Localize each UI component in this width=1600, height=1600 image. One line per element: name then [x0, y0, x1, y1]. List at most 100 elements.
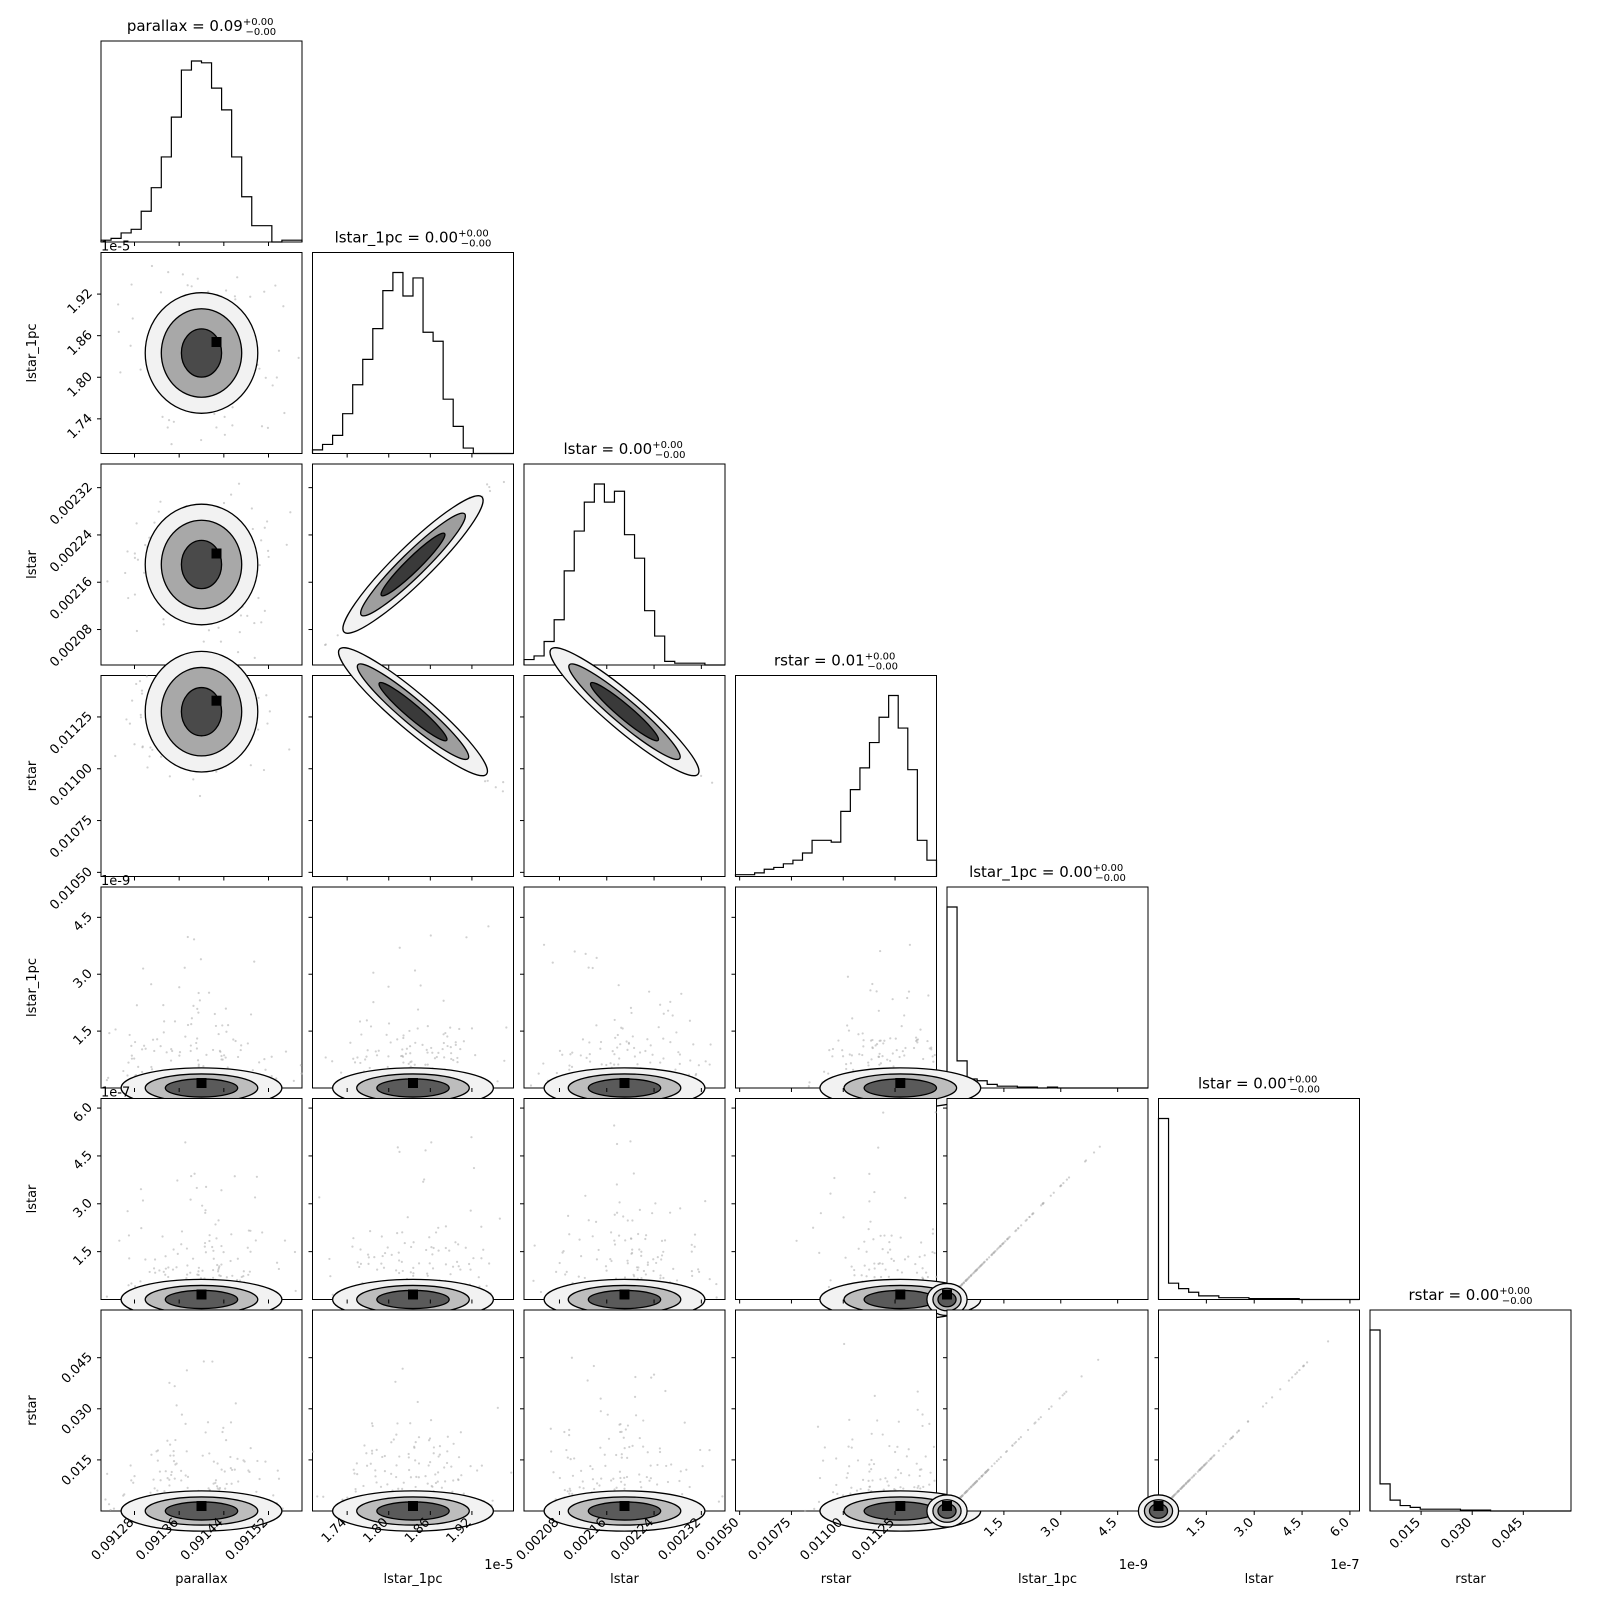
scatter-point [462, 1492, 465, 1495]
scatter-point [692, 1043, 695, 1046]
scatter-point [277, 1267, 280, 1271]
scatter-point [224, 1438, 228, 1442]
scatter-point [414, 1440, 417, 1444]
density-peak [895, 1078, 906, 1088]
density-contour [180, 686, 223, 737]
scatter-point [488, 489, 492, 493]
diag-panel-1: lstar_1pc = 0.00+0.00 −0.00 [311, 229, 514, 458]
scatter-point [352, 1057, 355, 1060]
scatter-point [907, 990, 911, 993]
scatter-point [371, 1424, 374, 1428]
scatter-point [915, 1271, 919, 1274]
scatter-point [875, 1042, 879, 1046]
scatter-point [1279, 1388, 1282, 1391]
scatter-point [376, 1268, 379, 1271]
scatter-point [847, 1029, 851, 1032]
scatter-point [613, 1213, 616, 1216]
scatter-point [877, 1146, 880, 1149]
scatter-point [919, 1028, 922, 1031]
scatter-point [853, 1274, 856, 1277]
scatter-point [171, 1049, 174, 1053]
scatter-point [186, 1023, 190, 1027]
scatter-point [813, 1507, 816, 1510]
scatter-point [133, 593, 137, 596]
scatter-point [283, 1239, 287, 1242]
scatter-point [882, 1042, 885, 1045]
scatter-point [1013, 1442, 1016, 1445]
scatter-point [133, 743, 136, 746]
scatter-point [166, 426, 169, 429]
scatter-point [401, 1048, 404, 1051]
scatter-point [130, 1044, 133, 1047]
scatter-point [848, 1465, 851, 1468]
scatter-point [438, 1453, 441, 1456]
scatter-point [196, 1273, 199, 1276]
scatter-point [897, 1468, 900, 1471]
scatter-point [1326, 1340, 1330, 1343]
histogram-line [734, 694, 938, 877]
scatter-point [159, 1479, 162, 1482]
scatter-point [214, 1479, 218, 1482]
scatter-point [164, 1470, 167, 1473]
scatter-point [236, 1055, 240, 1059]
scatter-point [459, 1047, 462, 1051]
scatter-point [178, 1051, 182, 1054]
scatter-point [419, 984, 422, 987]
scatter-point [932, 1445, 936, 1449]
scatter-point [223, 1470, 226, 1473]
scatter-point [365, 1464, 369, 1467]
scatter-point [1011, 1444, 1014, 1447]
scatter-point [882, 1488, 885, 1491]
scatter-point [341, 1498, 344, 1501]
scatter-point [201, 1204, 204, 1207]
scatter-point [990, 1254, 993, 1257]
scatter-point [424, 1149, 427, 1152]
scatter-point [412, 1274, 415, 1277]
scatter-point [212, 1249, 215, 1252]
scatter-point [633, 1395, 637, 1398]
scatter-point [374, 1050, 377, 1053]
scatter-point [611, 1050, 614, 1053]
scatter-point [375, 1481, 378, 1484]
scatter-point [446, 1450, 449, 1453]
scatter-point [141, 1199, 145, 1202]
scatter-point [133, 1057, 136, 1060]
scatter-point [390, 1253, 393, 1256]
scatter-point [933, 1053, 936, 1057]
scatter-point [823, 1070, 826, 1073]
scatter-point [386, 1246, 389, 1249]
scatter-point [159, 291, 163, 294]
x-tick-label: 1.5 [981, 1515, 1006, 1540]
scatter-point [153, 1258, 157, 1261]
scatter-point [867, 1061, 870, 1064]
scatter-point [401, 1231, 404, 1234]
scatter-point [873, 1394, 876, 1397]
scatter-point [501, 790, 504, 793]
scatter-point [133, 1040, 137, 1044]
scatter-point [437, 1051, 440, 1054]
scatter-point [933, 1479, 936, 1482]
scatter-point [1213, 1454, 1216, 1457]
scatter-point [434, 1231, 438, 1234]
scatter-point [225, 1030, 228, 1033]
panel-1-0 [97, 252, 303, 458]
scatter-point [570, 1065, 574, 1068]
x-axis-label: lstar [1245, 1572, 1274, 1587]
scatter-point [414, 1485, 417, 1489]
scatter-point [215, 1485, 219, 1488]
scatter-point [270, 1074, 273, 1078]
scatter-point [982, 1473, 985, 1476]
x-axis-label: parallax [175, 1572, 228, 1587]
scatter-point [382, 1266, 386, 1269]
scatter-point [890, 1234, 893, 1237]
scatter-point [1014, 1230, 1017, 1233]
scatter-point [402, 1034, 405, 1037]
scatter-point [409, 1476, 413, 1479]
scatter-point [253, 656, 256, 659]
scatter-point [906, 996, 909, 1000]
scatter-point [1020, 1224, 1023, 1227]
scatter-point [114, 754, 117, 758]
scatter-point [200, 438, 203, 442]
scatter-point [963, 1492, 966, 1495]
scatter-point [217, 1266, 221, 1269]
